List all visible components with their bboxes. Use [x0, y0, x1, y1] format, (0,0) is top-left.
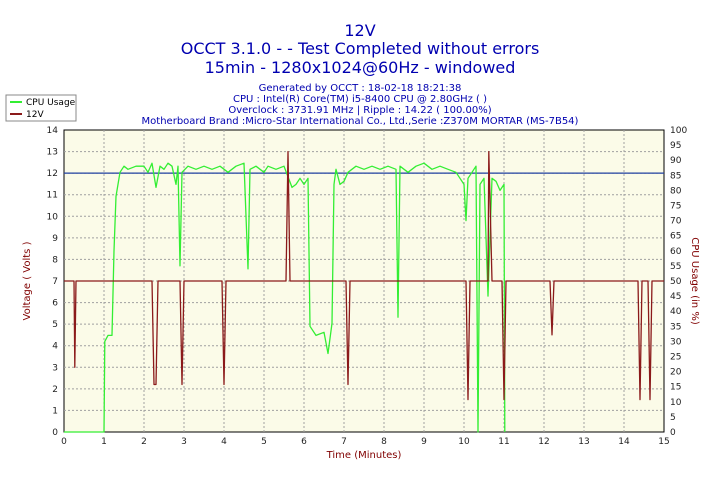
- x-tick-label: 7: [341, 437, 347, 447]
- x-tick-label: 0: [61, 437, 67, 447]
- x-tick-label: 14: [618, 437, 630, 447]
- series-layer: [64, 150, 664, 433]
- x-tick-label: 5: [261, 437, 267, 447]
- y-right-tick-label: 85: [670, 171, 681, 181]
- y-right-tick-label: 55: [670, 262, 681, 272]
- info-overclock: Overclock : 3731.91 MHz | Ripple : 14.22…: [228, 105, 491, 116]
- y-right-tick-label: 30: [670, 337, 682, 347]
- x-tick-label: 9: [421, 437, 427, 447]
- y-left-tick-label: 8: [52, 255, 58, 265]
- y-left-tick-label: 9: [52, 234, 58, 244]
- y-left-tick-label: 3: [52, 363, 58, 373]
- x-tick-label: 4: [221, 437, 227, 447]
- y-left-tick-label: 1: [52, 406, 58, 416]
- x-tick-label: 8: [381, 437, 387, 447]
- x-tick-label: 6: [301, 437, 307, 447]
- y-right-tick-label: 10: [670, 398, 682, 408]
- y-axis-right-label: CPU Usage (in %): [689, 237, 700, 325]
- series-line-cpu-usage: [64, 162, 506, 433]
- y-left-tick-label: 11: [47, 191, 58, 201]
- x-tick-label: 2: [141, 437, 147, 447]
- y-left-tick-label: 14: [47, 126, 59, 136]
- y-right-tick-label: 45: [670, 292, 681, 302]
- y-right-tick-label: 70: [670, 217, 682, 227]
- y-right-tick-label: 60: [670, 247, 682, 257]
- chart-subtitle-1: OCCT 3.1.0 - - Test Completed without er…: [181, 39, 540, 58]
- y-right-tick-label: 50: [670, 277, 682, 287]
- x-tick-label: 11: [498, 437, 509, 447]
- ticks-layer: 0 1 2 3 4 5 6 7 8 9 10 11 12 13 14 15012345678910111213…: [47, 126, 688, 447]
- chart-title: 12V: [344, 21, 375, 40]
- legend-box: [5, 94, 77, 122]
- x-tick-label: 3: [181, 437, 187, 447]
- y-right-tick-label: 75: [670, 202, 681, 212]
- legend-label-cpu: CPU Usage: [26, 98, 76, 108]
- info-motherboard: Motherboard Brand :Micro-Star Internatio…: [142, 116, 579, 127]
- legend: CPU Usage 12V: [5, 94, 77, 122]
- y-right-tick-label: 25: [670, 353, 681, 363]
- y-axis-left-label: Voltage ( Volts ): [22, 241, 33, 320]
- x-axis-label: Time (Minutes): [326, 450, 402, 461]
- y-right-tick-label: 95: [670, 141, 681, 151]
- y-left-tick-label: 4: [52, 342, 58, 352]
- y-left-tick-label: 12: [47, 169, 58, 179]
- y-right-tick-label: 40: [670, 307, 682, 317]
- y-left-tick-label: 10: [47, 212, 59, 222]
- chart-subtitle-2: 15min - 1280x1024@60Hz - windowed: [205, 58, 516, 77]
- y-right-tick-label: 80: [670, 186, 682, 196]
- x-tick-label: 1: [101, 437, 107, 447]
- x-tick-label: 15: [658, 437, 669, 447]
- y-left-tick-label: 2: [52, 385, 58, 395]
- y-right-tick-label: 20: [670, 368, 682, 378]
- y-left-tick-label: 13: [47, 148, 58, 158]
- y-left-tick-label: 5: [52, 320, 58, 330]
- y-left-tick-label: 6: [52, 299, 58, 309]
- x-tick-label: 13: [578, 437, 589, 447]
- series-line-12v: [64, 150, 664, 401]
- y-right-tick-label: 90: [670, 156, 682, 166]
- info-cpu: CPU : Intel(R) Core(TM) i5-8400 CPU @ 2.…: [233, 94, 487, 105]
- info-generated: Generated by OCCT : 18-02-18 18:21:38: [259, 83, 462, 94]
- y-right-tick-label: 15: [670, 383, 681, 393]
- y-right-tick-label: 0: [670, 428, 676, 438]
- legend-label-12v: 12V: [26, 110, 44, 120]
- y-left-tick-label: 7: [52, 277, 58, 287]
- y-right-tick-label: 35: [670, 322, 681, 332]
- y-right-tick-label: 65: [670, 232, 681, 242]
- y-right-tick-label: 5: [670, 413, 676, 423]
- y-right-tick-label: 100: [670, 126, 687, 136]
- x-tick-label: 10: [458, 437, 470, 447]
- x-tick-label: 12: [538, 437, 549, 447]
- y-left-tick-label: 0: [52, 428, 58, 438]
